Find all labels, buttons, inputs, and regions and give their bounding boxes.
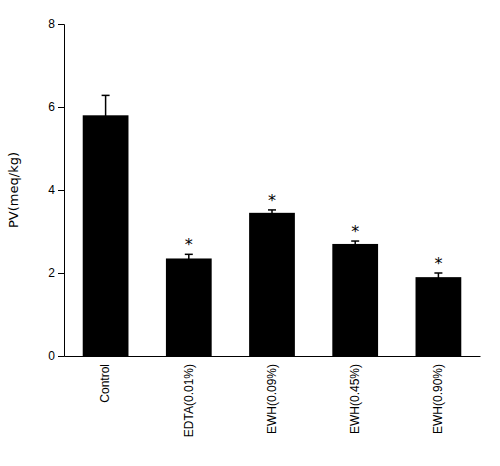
bar bbox=[416, 277, 462, 356]
chart: 0 2 4 6 8 Control EDTA(0.01%) EWH(0.09%) EWH(0.4… bbox=[0, 0, 500, 466]
bar bbox=[249, 213, 295, 356]
y-tick: 8 bbox=[48, 17, 64, 31]
y-axis-line bbox=[58, 25, 65, 357]
plot: 0 2 4 6 8 Control EDTA(0.01%) EWH(0.09%) EWH(0.4… bbox=[48, 17, 480, 437]
y-tick-mark bbox=[58, 107, 64, 108]
error-line bbox=[105, 95, 107, 135]
error-cap bbox=[351, 246, 359, 248]
error-cap bbox=[268, 215, 276, 217]
x-tick: EWH(0.45%) bbox=[348, 364, 362, 434]
error-cap bbox=[102, 134, 110, 136]
y-tick-label: 8 bbox=[48, 17, 55, 31]
y-tick-label: 0 bbox=[48, 349, 55, 363]
significance-star: * bbox=[185, 235, 193, 254]
y-tick-mark bbox=[58, 273, 64, 274]
y-axis: 0 2 4 6 8 bbox=[48, 17, 64, 363]
x-tick-label: EDTA(0.01%) bbox=[182, 364, 196, 437]
error-line bbox=[354, 241, 356, 247]
error-cap bbox=[434, 281, 442, 283]
y-tick-mark bbox=[58, 190, 64, 191]
x-tick: Control bbox=[98, 364, 112, 403]
error-cap bbox=[102, 95, 110, 97]
y-tick: 6 bbox=[48, 100, 64, 114]
x-tick-label: EWH(0.09%) bbox=[265, 364, 279, 434]
y-tick-label: 4 bbox=[48, 183, 55, 197]
significance-star: * bbox=[351, 222, 359, 241]
bar bbox=[332, 244, 378, 356]
significance-star: * bbox=[434, 254, 442, 273]
x-tick-label: EWH(0.45%) bbox=[348, 364, 362, 434]
x-tick: EWH(0.09%) bbox=[265, 364, 279, 434]
x-axis-line bbox=[65, 356, 481, 357]
x-axis: Control EDTA(0.01%) EWH(0.09%) EWH(0.45%) EW… bbox=[65, 357, 481, 438]
error-line bbox=[271, 210, 273, 216]
bar bbox=[83, 115, 129, 356]
x-tick: EWH(0.90%) bbox=[431, 364, 445, 434]
error-line bbox=[188, 254, 190, 262]
y-tick-mark bbox=[58, 356, 64, 357]
x-tick: EDTA(0.01%) bbox=[182, 364, 196, 437]
error-bar bbox=[185, 254, 193, 262]
y-tick: 4 bbox=[48, 183, 64, 197]
y-tick-label: 6 bbox=[48, 100, 55, 114]
error-bar bbox=[434, 273, 442, 281]
error-cap bbox=[185, 262, 193, 264]
x-tick-label: Control bbox=[98, 364, 112, 403]
y-tick: 0 bbox=[48, 349, 64, 363]
y-tick-mark bbox=[58, 24, 64, 25]
y-tick: 2 bbox=[48, 266, 64, 280]
significance-star: * bbox=[268, 191, 276, 210]
y-axis-title: PV(meq/kg) bbox=[6, 152, 21, 228]
bar bbox=[166, 258, 212, 356]
error-line bbox=[438, 273, 440, 281]
error-bar bbox=[102, 95, 110, 135]
y-tick-label: 2 bbox=[48, 266, 55, 280]
error-bar bbox=[268, 210, 276, 216]
marks bbox=[83, 95, 462, 356]
error-bar bbox=[351, 241, 359, 247]
x-tick-label: EWH(0.90%) bbox=[431, 364, 445, 434]
